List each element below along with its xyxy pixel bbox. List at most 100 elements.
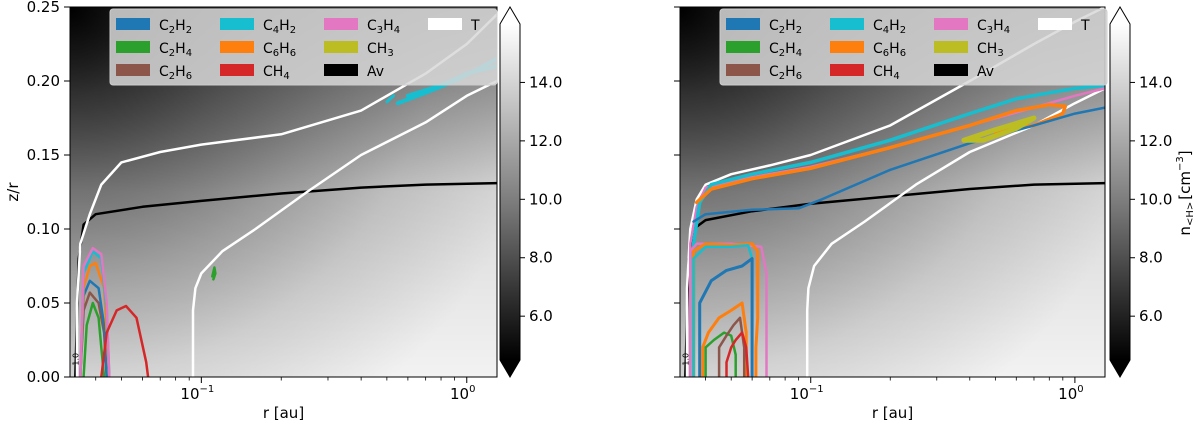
legend-swatch: [830, 41, 864, 53]
legend-label: CH4: [873, 64, 900, 82]
legend-label: CH3: [367, 41, 394, 59]
colorbar-tick-label: 14.0: [529, 73, 562, 91]
x-axis-label: r [au]: [263, 404, 304, 422]
legend-label: T: [1080, 18, 1090, 34]
legend-label: CH3: [977, 41, 1004, 59]
axes-frame: [69, 6, 498, 378]
x-tick-label: 10−1: [790, 384, 824, 403]
contour-c2h4: [82, 301, 106, 377]
legend-label: C6H6: [873, 41, 906, 59]
contour-c2h2: [698, 257, 754, 377]
y-tick-label: 0.25: [27, 0, 60, 16]
legend-label: C4H2: [263, 18, 296, 36]
contour-c2h4: [211, 266, 217, 281]
legend-label: Av: [977, 64, 994, 80]
legend-swatch: [428, 18, 462, 30]
legend-swatch: [1038, 18, 1072, 30]
legend-swatch: [324, 64, 358, 76]
y-tick-label: 0.05: [27, 294, 60, 312]
y-tick-label: 0.00: [27, 368, 60, 386]
colorbar-extend-top: [1110, 7, 1130, 24]
left-colorbar: 6.0 8.0 10.0 12.0 14.0: [499, 6, 562, 378]
colorbar-extend-top: [500, 7, 520, 24]
contour-inline-label: 1.0: [72, 353, 81, 366]
y-axis-label: z/r: [4, 182, 22, 202]
colorbar-gradient: [1110, 24, 1130, 360]
colorbar-frame: [1109, 6, 1131, 378]
colorbar-tick-label: 8.0: [1139, 249, 1163, 267]
legend-label: T: [470, 18, 480, 34]
colorbar-tick-label: 10.0: [529, 190, 562, 208]
legend-label: C2H2: [159, 18, 192, 36]
colorbar-tick-label: 14.0: [1139, 73, 1172, 91]
legend-swatch: [934, 64, 968, 76]
contour-c3h4: [79, 246, 111, 377]
colorbar-gradient: [500, 24, 520, 360]
contour-c2h4: [704, 331, 737, 377]
legend-label: C6H6: [263, 41, 296, 59]
legend-label: C2H4: [769, 41, 802, 59]
legend-swatch: [324, 18, 358, 30]
left-panel: 1.0 10−1 100 r [au] 0.00 0.05 0.10 0.15 0.20 0.25…: [4, 0, 498, 422]
x-tick-label: 100: [1058, 384, 1083, 403]
legend-label: C2H4: [159, 41, 192, 59]
legend-box: [109, 8, 498, 86]
contour-t: [191, 79, 497, 377]
legend-label: C3H4: [367, 18, 400, 36]
legend-label: C2H6: [769, 64, 802, 82]
legend-swatch: [934, 18, 968, 30]
legend-label: C2H2: [769, 18, 802, 36]
colorbar-extend-bottom: [500, 360, 520, 377]
y-tick-label: 0.15: [27, 146, 60, 164]
legend-swatch: [220, 64, 254, 76]
legend-box: [719, 8, 1108, 86]
colorbar-tick-label: 6.0: [529, 307, 553, 325]
contour-c6h6: [692, 242, 760, 377]
right-colorbar: 6.0 8.0 10.0 12.0 14.0 n<H>[cm−3]: [1109, 6, 1196, 378]
contour-c6h6: [694, 102, 1068, 205]
legend-swatch: [220, 41, 254, 53]
colorbar-tick-label: 12.0: [1139, 132, 1172, 150]
colorbar-label: n<H>[cm−3]: [1175, 150, 1196, 235]
legend-label: C3H4: [977, 18, 1010, 36]
x-tick-label: 10−1: [180, 384, 214, 403]
contour-c4h2: [385, 94, 396, 104]
legend-swatch: [830, 64, 864, 76]
legend-label: CH4: [263, 64, 290, 82]
colorbar-tick-label: 12.0: [529, 132, 562, 150]
colorbar-tick-label: 6.0: [1139, 307, 1163, 325]
contour-lines: [684, 7, 1105, 377]
legend-swatch: [830, 18, 864, 30]
legend-swatch: [934, 41, 968, 53]
contour-c2h2: [692, 106, 1105, 223]
contour-inline-label: 1.0: [682, 353, 691, 366]
y-tick-label: 0.20: [27, 72, 60, 90]
legend-label: Av: [367, 64, 384, 80]
colorbar-extend-bottom: [1110, 360, 1130, 377]
legend-swatch: [116, 41, 150, 53]
legend-swatch: [726, 64, 760, 76]
legend-label: C4H2: [873, 18, 906, 36]
colorbar-tick-label: 10.0: [1139, 190, 1172, 208]
contour-c2h6: [717, 316, 746, 377]
legend-swatch: [116, 64, 150, 76]
colorbar-frame: [499, 6, 521, 378]
contour-ch4: [100, 304, 150, 377]
axes-frame: [679, 6, 1106, 378]
legend-label: C2H6: [159, 64, 192, 82]
legend-swatch: [726, 18, 760, 30]
contour-ch4: [725, 331, 750, 377]
legend-swatch: [220, 18, 254, 30]
contour-c4h2: [691, 83, 1105, 377]
legend-swatch: [116, 18, 150, 30]
contour-ch3: [961, 115, 1037, 143]
legend-swatch: [324, 41, 358, 53]
legend-swatch: [726, 41, 760, 53]
contour-c6h6: [701, 301, 748, 377]
x-axis-label: r [au]: [872, 404, 913, 422]
colorbar-tick-label: 8.0: [529, 249, 553, 267]
right-panel: 1.0 10−1 100 r [au] C2H2 C2H4 C2H6 C4H2 C6H6 CH4 C…: [674, 6, 1108, 422]
x-tick-label: 100: [450, 384, 475, 403]
y-tick-label: 0.10: [27, 220, 60, 238]
